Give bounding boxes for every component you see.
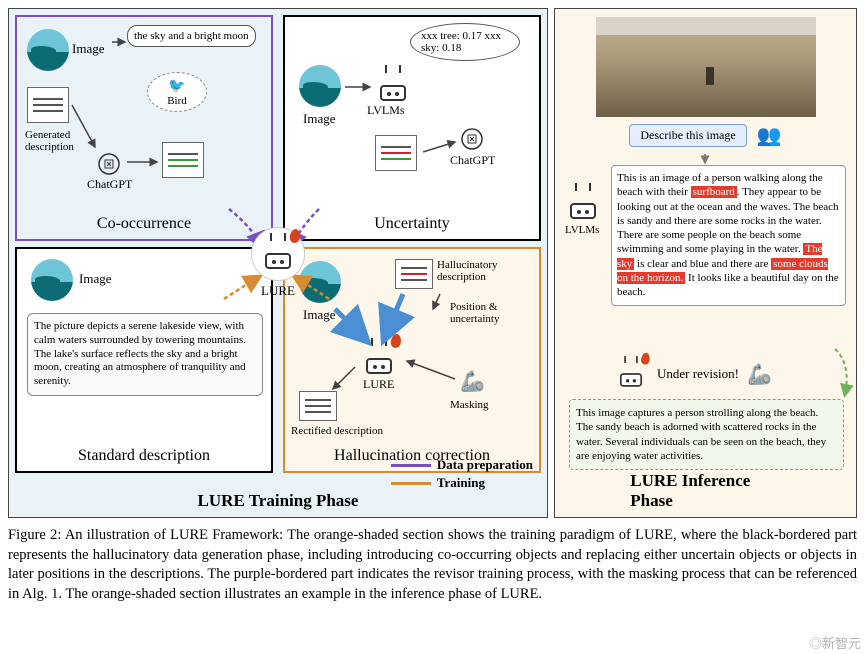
bubble-text: xxx tree: 0.17 xxx sky: 0.18 (421, 30, 501, 54)
figure-caption: Figure 2: An illustration of LURE Framew… (8, 526, 857, 604)
prompt-button[interactable]: Describe this image (629, 124, 746, 147)
figure-container: Image the sky and a bright moon Generate… (0, 0, 865, 612)
training-phase-title: LURE Training Phase (198, 491, 359, 511)
center-lure-label: LURE (251, 283, 305, 299)
bird-label: Bird (167, 95, 187, 107)
image-icon (31, 259, 73, 301)
lure-label: LURE (363, 377, 394, 392)
image-label: Image (303, 111, 335, 127)
lvlms-icon (565, 189, 601, 219)
standard-desc-box: The picture depicts a serene lakeside vi… (27, 313, 263, 396)
person-icon: 👥 (757, 125, 782, 147)
lvlms-icon (375, 71, 411, 101)
standard-label: Standard description (78, 447, 210, 465)
flame-icon (390, 333, 402, 349)
generated-desc-icon (27, 87, 69, 123)
center-lure-robot: LURE (251, 227, 305, 299)
hallucinatory-doc-icon (395, 259, 433, 289)
image-label: Image (72, 41, 104, 57)
legend-data-prep-label: Data preparation (437, 457, 533, 473)
standard-desc-text: The picture depicts a serene lakeside vi… (34, 320, 246, 387)
corrected-text: This image captures a person strolling a… (576, 407, 826, 462)
inference-phase-panel: Describe this image 👥 LVLMs This is an i… (554, 8, 857, 518)
watermark: ◎新智元 (809, 633, 861, 652)
cooccurrence-label: Co-occurrence (97, 215, 191, 233)
under-revision-label: Under revision! (657, 366, 739, 382)
rectified-doc-icon (299, 391, 337, 421)
legend-training-label: Training (437, 475, 485, 491)
masking-label: Masking (450, 399, 489, 411)
image-icon (299, 261, 341, 303)
uncertainty-bubble: xxx tree: 0.17 xxx sky: 0.18 (410, 23, 520, 61)
masking-arm-icon: 🦾 (460, 369, 485, 394)
beach-image (596, 17, 816, 117)
image-label: Image (79, 271, 111, 287)
training-phase-panel: Image the sky and a bright moon Generate… (8, 8, 548, 518)
image-icon (27, 29, 69, 71)
diagram: Image the sky and a bright moon Generate… (8, 8, 857, 518)
bird-icon: 🐦 (168, 78, 185, 95)
cooccurrence-quadrant: Image the sky and a bright moon Generate… (15, 15, 273, 241)
inference-phase-title: LURE Inference Phase (630, 471, 781, 511)
correction-quadrant: Image Hallucinatory description Position… (283, 247, 541, 473)
cooccurrence-bubble: the sky and a bright moon (127, 25, 256, 47)
halluc-mid2: is clear and blue and there are (634, 258, 771, 270)
legend-data-prep: Data preparation (391, 457, 533, 473)
hallucinated-text-box: This is an image of a person walking alo… (611, 165, 846, 306)
uncertainty-quadrant: Image LVLMs xxx tree: 0.17 xxx sky: 0.18… (283, 15, 541, 241)
lure-robot-icon (616, 361, 647, 387)
image-label: Image (303, 307, 335, 323)
rectified-label: Rectified description (291, 425, 383, 437)
image-icon (299, 65, 341, 107)
arm-icon: 🦾 (747, 362, 772, 387)
doc-icon (375, 135, 417, 171)
legend-training: Training (391, 475, 533, 491)
output-doc-icon (162, 142, 204, 178)
legend-orange-line (391, 482, 431, 485)
under-revision-row: Under revision! 🦾 (613, 359, 772, 389)
standard-desc-quadrant: Image The picture depicts a serene lakes… (15, 247, 273, 473)
lvlms-label: LVLMs (367, 103, 405, 118)
legend: Data preparation Training (391, 455, 533, 493)
halluc-h1: surfboard (691, 186, 737, 198)
corrected-text-box: This image captures a person strolling a… (569, 399, 844, 470)
chatgpt-label: ChatGPT (87, 177, 132, 192)
chatgpt-label: ChatGPT (450, 153, 495, 168)
prompt-row: Describe this image 👥 (555, 123, 856, 148)
position-label: Position & uncertainty (450, 301, 530, 325)
uncertainty-label: Uncertainty (374, 215, 450, 233)
lure-robot-icon (361, 344, 397, 374)
generated-desc-label: Generated description (25, 129, 85, 153)
legend-purple-line (391, 464, 431, 467)
bubble-text: the sky and a bright moon (134, 30, 249, 42)
lvlms-label: LVLMs (565, 224, 601, 236)
hallucinatory-label: Hallucinatory description (437, 259, 527, 283)
bird-bubble: 🐦 Bird (147, 72, 207, 112)
lvlms-block: LVLMs (565, 189, 601, 236)
chatgpt-icon (460, 127, 484, 156)
